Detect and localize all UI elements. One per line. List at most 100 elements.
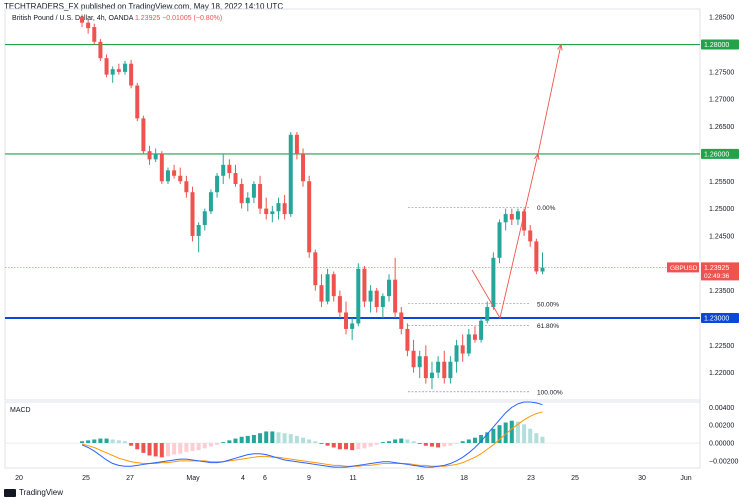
macd-histogram-bar (429, 443, 434, 447)
price-tick-label: 1.26500 (709, 124, 734, 131)
macd-histogram-bar (233, 438, 238, 444)
x-tick-label: Jun (680, 475, 691, 482)
candle-body (251, 183, 256, 198)
macd-histogram-bar (522, 424, 527, 444)
macd-histogram-bar (98, 438, 103, 444)
macd-histogram-bar (221, 442, 226, 444)
candle-body (515, 211, 520, 220)
candle-body (429, 372, 434, 379)
macd-histogram-bar (86, 440, 91, 444)
candle-body (411, 350, 416, 368)
x-tick-label: 20 (15, 475, 23, 482)
fib-label: 50.00% (537, 301, 559, 308)
candle-body (92, 27, 97, 42)
footer-brand: TradingView (19, 488, 64, 497)
candle-body (159, 153, 164, 182)
macd-histogram-bar (405, 439, 410, 444)
candle-body (202, 211, 207, 226)
symbol-line: British Pound / U.S. Dollar, 4h, OANDA 1… (12, 15, 222, 22)
candle-body (288, 134, 293, 215)
macd-histogram-bar (515, 421, 520, 444)
macd-histogram-bar (491, 428, 496, 444)
macd-histogram-bar (276, 432, 281, 444)
candle-body (331, 274, 336, 297)
macd-histogram-bar (184, 443, 189, 452)
projection-arrowhead (557, 43, 563, 51)
candle-body (387, 279, 391, 297)
macd-histogram-bar (448, 443, 453, 446)
candle-body (454, 345, 459, 362)
price-tick-label: 1.25500 (709, 179, 734, 186)
macd-tick-label: 0.00200 (709, 423, 734, 430)
price-tick-label: 1.23500 (709, 288, 734, 295)
macd-histogram-bar (331, 443, 336, 448)
candle-body (534, 241, 539, 272)
candle-body (153, 153, 158, 160)
candle-body (135, 85, 140, 119)
macd-histogram-bar (454, 443, 459, 444)
macd-histogram-bar (288, 434, 293, 444)
macd-histogram-bar (325, 443, 330, 446)
candle-body (344, 312, 349, 329)
candle-body (509, 214, 514, 220)
candle-body (448, 361, 453, 379)
macd-histogram-bar (258, 433, 263, 444)
macd-histogram-bar (208, 443, 213, 447)
level-label: 1.28000 (704, 42, 729, 49)
candle-body (282, 203, 287, 215)
x-tick-label: 27 (126, 475, 134, 482)
tradingview-logo-icon (4, 488, 16, 497)
macd-line (81, 401, 543, 468)
macd-histogram-bar (307, 439, 312, 444)
candle-body (215, 175, 220, 193)
level-label: 1.26000 (704, 151, 729, 158)
candle-body (380, 296, 385, 308)
projection-arrowhead (534, 152, 540, 160)
candle-body (319, 285, 324, 302)
macd-histogram-bar (215, 443, 220, 445)
candle-body (227, 164, 232, 174)
macd-histogram-bar (368, 443, 373, 447)
x-tick-label: May (186, 475, 200, 482)
candle-body (472, 334, 477, 340)
candle-body (129, 63, 134, 86)
macd-histogram-bar (362, 443, 367, 449)
level-label: 1.23000 (704, 315, 729, 322)
x-tick-label: 25 (571, 475, 579, 482)
macd-histogram-bar (245, 435, 250, 444)
macd-histogram-bar (294, 435, 299, 444)
x-tick-label: 23 (527, 475, 535, 482)
candle-body (239, 183, 244, 204)
fib-label: 100.00% (537, 389, 563, 396)
macd-histogram-bar (282, 433, 287, 444)
publisher-line: TECHTRADERS_FX published on TradingView.… (4, 2, 284, 11)
candle-body (116, 69, 121, 72)
macd-histogram-bar (264, 431, 269, 444)
macd-tick-label: 0.00000 (709, 441, 734, 448)
macd-histogram-bar (141, 443, 146, 453)
price-tick-label: 1.27500 (709, 69, 734, 76)
macd-histogram-bar (251, 435, 256, 444)
macd-histogram-bar (411, 441, 416, 444)
projection-path (471, 44, 562, 320)
candle-body (147, 151, 152, 160)
macd-histogram-bar (122, 441, 127, 444)
macd-histogram-bar (190, 443, 195, 452)
candle-body (221, 164, 226, 176)
macd-signal-line (81, 411, 543, 467)
tradingview-footer: TradingView (4, 488, 63, 497)
macd-title: MACD (10, 407, 31, 414)
macd-histogram-bar (344, 443, 349, 450)
level-label-bg (701, 148, 739, 159)
macd-histogram-bar (165, 443, 170, 457)
last-price-label-bg (701, 262, 739, 281)
candle-body (165, 170, 170, 182)
last-price-symbol-bg (667, 262, 699, 273)
x-tick-label: 9 (307, 475, 311, 482)
macd-histogram-bar (497, 425, 502, 444)
candle-body (307, 181, 312, 253)
candle-body (374, 290, 379, 308)
macd-histogram-bar (337, 443, 342, 450)
candle-body (491, 257, 496, 308)
